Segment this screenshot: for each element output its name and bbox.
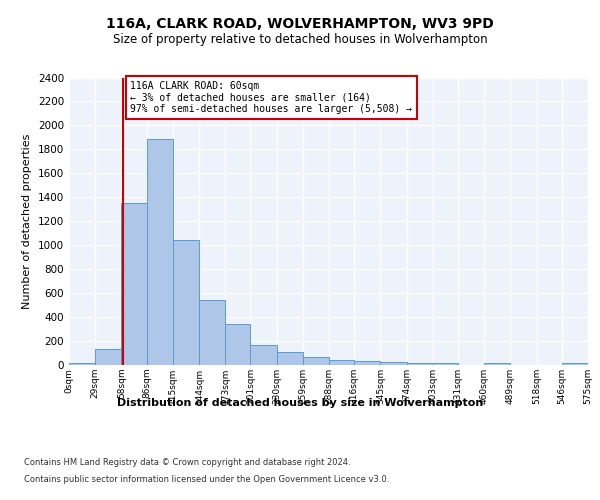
Bar bbox=[69, 362, 95, 365]
Bar bbox=[121, 204, 146, 365]
Text: Contains HM Land Registry data © Crown copyright and database right 2024.: Contains HM Land Registry data © Crown c… bbox=[24, 458, 350, 467]
Bar bbox=[354, 362, 380, 365]
Bar bbox=[277, 352, 303, 365]
Bar bbox=[250, 344, 277, 365]
Text: 116A, CLARK ROAD, WOLVERHAMPTON, WV3 9PD: 116A, CLARK ROAD, WOLVERHAMPTON, WV3 9PD bbox=[106, 18, 494, 32]
Bar bbox=[484, 362, 511, 365]
Y-axis label: Number of detached properties: Number of detached properties bbox=[22, 134, 32, 309]
Bar bbox=[380, 362, 407, 365]
Text: Distribution of detached houses by size in Wolverhampton: Distribution of detached houses by size … bbox=[117, 398, 483, 407]
Bar bbox=[407, 362, 433, 365]
Text: 116A CLARK ROAD: 60sqm
← 3% of detached houses are smaller (164)
97% of semi-det: 116A CLARK ROAD: 60sqm ← 3% of detached … bbox=[130, 81, 412, 114]
Bar bbox=[329, 360, 354, 365]
Bar bbox=[95, 350, 121, 365]
Bar bbox=[433, 363, 458, 365]
Bar bbox=[146, 138, 173, 365]
Bar bbox=[303, 357, 329, 365]
Text: Contains public sector information licensed under the Open Government Licence v3: Contains public sector information licen… bbox=[24, 476, 389, 484]
Bar bbox=[173, 240, 199, 365]
Text: Size of property relative to detached houses in Wolverhampton: Size of property relative to detached ho… bbox=[113, 32, 487, 46]
Bar bbox=[199, 300, 225, 365]
Bar bbox=[225, 324, 250, 365]
Bar bbox=[562, 362, 588, 365]
